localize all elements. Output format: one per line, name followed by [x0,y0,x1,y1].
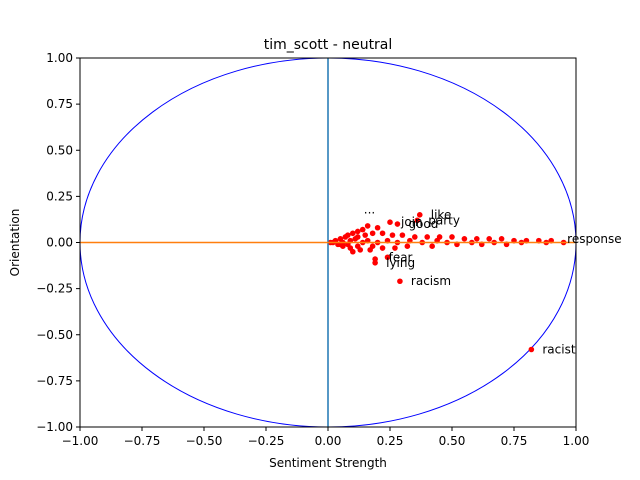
data-point [354,234,361,240]
x-tick-label: 0.75 [501,434,528,448]
x-tick-label: 0.00 [315,434,342,448]
x-axis-label: Sentiment Strength [269,456,387,470]
y-tick-label: −0.50 [36,328,73,342]
point-label: good [408,217,438,231]
y-axis-label: Orientation [8,209,22,277]
point-label: lying [386,256,415,270]
data-point [394,221,401,227]
data-point [364,223,371,229]
point-label: fear [389,250,413,264]
point-label: join [400,215,423,229]
data-point [369,243,376,249]
data-point [350,248,356,255]
data-point [498,236,505,242]
point-label: like [431,208,452,222]
data-point [414,217,421,224]
data-point [354,228,361,235]
data-point [528,346,535,353]
x-tick-label: −0.50 [186,434,223,448]
data-point [416,212,423,218]
y-tick-label: 0.75 [46,97,73,111]
data-point [429,243,435,249]
data-point [372,256,378,262]
y-tick-label: 0.50 [46,143,73,157]
y-tick-label: −0.25 [36,282,73,296]
x-tick-label: −0.25 [248,434,285,448]
data-point [379,245,386,251]
y-tick-label: −0.75 [36,374,73,388]
data-point [399,232,406,238]
point-label: racist [542,343,575,357]
x-axis-ticks: −1.00 −0.75 −0.50 −0.25 0.00 0.25 0.50 0.75 1.00 [62,427,590,448]
data-point [449,234,455,240]
data-point [379,230,386,237]
point-label: party [428,213,460,227]
data-point [412,234,418,240]
data-point [474,236,480,242]
data-point [362,232,369,238]
data-point [424,234,431,240]
point-label: ... [364,202,375,216]
x-tick-label: 0.25 [377,434,404,448]
y-tick-label: 1.00 [46,51,73,65]
x-tick-label: −0.75 [124,434,161,448]
data-point [404,243,411,249]
chart-title: tim_scott - neutral [264,37,393,53]
plot-content [80,58,576,427]
y-tick-label: −1.00 [36,420,73,434]
data-point [387,219,393,226]
data-point [486,236,493,242]
data-point [461,236,468,242]
y-tick-label: 0.00 [46,236,73,250]
y-tick-label: 0.25 [46,189,73,203]
data-point [369,230,376,237]
data-point [350,230,356,237]
point-label: response [567,232,622,246]
data-point [342,234,349,240]
data-point [359,226,366,233]
x-tick-label: 1.00 [563,434,590,448]
data-point [384,254,391,261]
x-tick-label: 0.50 [439,434,466,448]
point-label: racism [411,274,451,288]
x-tick-label: −1.00 [62,434,99,448]
data-point [397,278,403,285]
data-point [374,224,381,231]
y-axis-ticks: −1.00 −0.75 −0.50 −0.25 0.00 0.25 0.50 0.75 1.00 [36,51,80,434]
data-point [392,245,398,251]
data-point [389,232,396,238]
data-point [354,243,361,249]
